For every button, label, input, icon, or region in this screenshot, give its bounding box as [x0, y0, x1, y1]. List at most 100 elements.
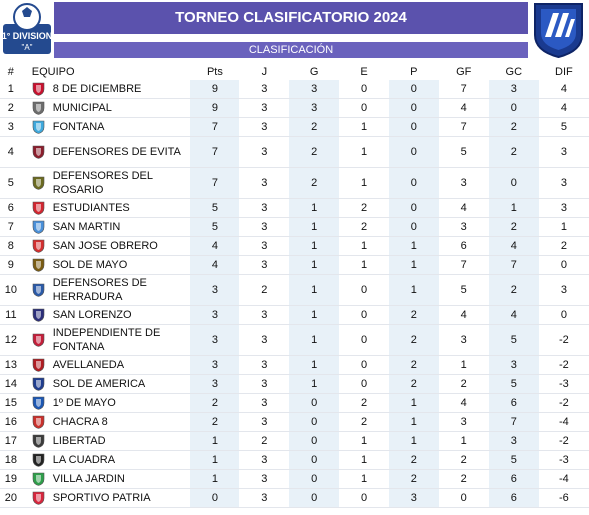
stat-g-cell: 2: [289, 167, 340, 199]
stat-dif-cell: 3: [538, 167, 589, 199]
stat-j-cell: 3: [239, 80, 290, 99]
position-cell: 9: [0, 255, 22, 275]
team-crest-icon: [32, 101, 45, 115]
stat-gf-cell: 2: [438, 469, 489, 489]
badge-line2: "A": [21, 43, 32, 52]
stat-e-cell: 1: [339, 117, 389, 137]
stat-g-cell: 1: [289, 198, 340, 218]
stat-p-cell: 2: [388, 450, 439, 470]
team-cell: DEFENSORES DE EVITA: [21, 136, 191, 168]
stat-e-cell: 0: [339, 98, 389, 118]
stat-p-cell: 0: [388, 198, 439, 218]
team-crest-icon: [32, 453, 45, 467]
stat-pts-cell: 3: [190, 374, 240, 394]
table-row: 4 DEFENSORES DE EVITA 7 3 2 1 0 5 2 3: [0, 136, 589, 168]
stat-p-cell: 2: [388, 305, 439, 325]
team-cell: FONTANA: [21, 117, 191, 137]
stat-e-cell: 1: [339, 255, 389, 275]
stat-g-cell: 1: [289, 305, 340, 325]
stat-gf-cell: 7: [438, 117, 489, 137]
standings-table: # EQUIPO Pts J G E P GF GC DIF 1 8 DE DIC…: [0, 64, 589, 508]
team-cell: SOL DE AMERICA: [21, 374, 191, 394]
stat-p-cell: 0: [388, 136, 439, 168]
stat-e-cell: 0: [339, 488, 389, 508]
stat-e-cell: 2: [339, 198, 389, 218]
stat-p-cell: 1: [388, 274, 439, 306]
stat-gf-cell: 5: [438, 274, 489, 306]
stat-e-cell: 1: [339, 136, 389, 168]
stat-j-cell: 3: [239, 98, 290, 118]
stat-p-cell: 1: [388, 412, 439, 432]
stat-gc-cell: 5: [488, 374, 539, 394]
stat-e-cell: 1: [339, 167, 389, 199]
stat-e-cell: 2: [339, 412, 389, 432]
stat-gc-cell: 7: [488, 255, 539, 275]
table-row: 13 AVELLANEDA 3 3 1 0 2 1 3 -2: [0, 355, 589, 375]
stat-dif-cell: 5: [538, 117, 589, 137]
stat-gf-cell: 4: [438, 305, 489, 325]
stat-e-cell: 0: [339, 274, 389, 306]
stat-gf-cell: 2: [438, 374, 489, 394]
stat-pts-cell: 9: [190, 98, 240, 118]
stat-dif-cell: -2: [538, 324, 589, 356]
table-row: 8 SAN JOSE OBRERO 4 3 1 1 1 6 4 2: [0, 236, 589, 256]
stat-g-cell: 1: [289, 324, 340, 356]
table-row: 18 LA CUADRA 1 3 0 1 2 2 5 -3: [0, 450, 589, 470]
stat-j-cell: 3: [239, 236, 290, 256]
team-name: 8 DE DICIEMBRE: [52, 83, 142, 95]
stat-j-cell: 3: [239, 136, 290, 168]
stat-j-cell: 3: [239, 117, 290, 137]
position-cell: 2: [0, 98, 22, 118]
stat-pts-cell: 2: [190, 393, 240, 413]
team-name: MUNICIPAL: [52, 102, 112, 114]
team-cell: SPORTIVO PATRIA: [21, 488, 191, 508]
stat-e-cell: 0: [339, 80, 389, 99]
stat-e-cell: 0: [339, 305, 389, 325]
stat-j-cell: 2: [239, 274, 290, 306]
stat-j-cell: 3: [239, 167, 290, 199]
team-crest-icon: [32, 82, 45, 96]
stat-p-cell: 2: [388, 324, 439, 356]
stat-gc-cell: 6: [488, 488, 539, 508]
table-row: 15 1º DE MAYO 2 3 0 2 1 4 6 -2: [0, 393, 589, 413]
team-crest-icon: [32, 220, 45, 234]
position-cell: 1: [0, 80, 22, 99]
col-header-e: E: [360, 66, 368, 78]
stat-j-cell: 3: [239, 412, 290, 432]
team-name: DEFENSORES DE HERRADURA: [52, 277, 147, 303]
stat-j-cell: 2: [239, 431, 290, 451]
stat-pts-cell: 1: [190, 450, 240, 470]
stat-j-cell: 3: [239, 488, 290, 508]
stat-p-cell: 2: [388, 374, 439, 394]
stat-pts-cell: 1: [190, 431, 240, 451]
team-cell: SAN JOSE OBRERO: [21, 236, 191, 256]
team-name: FONTANA: [52, 121, 105, 133]
stat-gc-cell: 5: [488, 324, 539, 356]
col-header-pts: Pts: [206, 66, 223, 78]
team-name: SAN LORENZO: [52, 309, 132, 321]
stat-pts-cell: 9: [190, 80, 240, 99]
stat-gc-cell: 2: [488, 274, 539, 306]
stat-p-cell: 3: [388, 488, 439, 508]
stat-p-cell: 0: [388, 98, 439, 118]
table-row: 19 VILLA JARDIN 1 3 0 1 2 2 6 -4: [0, 469, 589, 489]
stat-e-cell: 1: [339, 236, 389, 256]
stat-gc-cell: 6: [488, 469, 539, 489]
team-cell: 8 DE DICIEMBRE: [21, 80, 191, 99]
table-row: 16 CHACRA 8 2 3 0 2 1 3 7 -4: [0, 412, 589, 432]
stat-p-cell: 1: [388, 431, 439, 451]
position-cell: 4: [0, 136, 22, 168]
stat-e-cell: 2: [339, 393, 389, 413]
stat-g-cell: 0: [289, 469, 340, 489]
stat-gf-cell: 7: [438, 255, 489, 275]
team-cell: INDEPENDIENTE DE FONTANA: [21, 324, 191, 356]
stat-dif-cell: 4: [538, 80, 589, 99]
stat-dif-cell: 0: [538, 255, 589, 275]
stat-gc-cell: 3: [488, 355, 539, 375]
stat-gf-cell: 3: [438, 167, 489, 199]
stat-pts-cell: 3: [190, 274, 240, 306]
col-header-j: J: [261, 66, 268, 78]
team-name: SAN JOSE OBRERO: [52, 240, 158, 252]
team-name: ESTUDIANTES: [52, 202, 130, 214]
stat-dif-cell: -6: [538, 488, 589, 508]
